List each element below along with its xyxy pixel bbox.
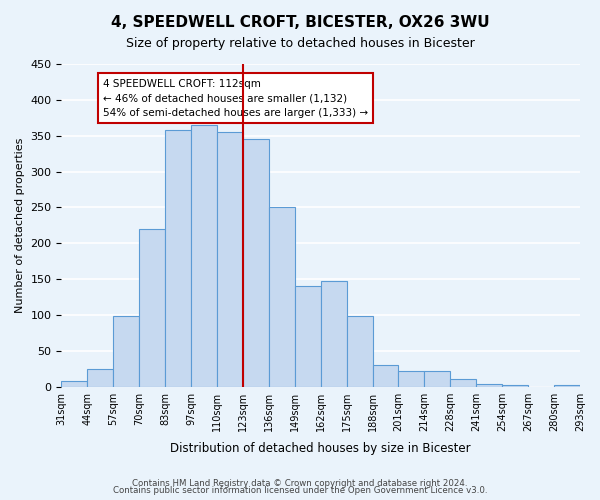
Bar bbox=[191, 125, 217, 386]
Bar bbox=[88, 368, 113, 386]
Bar bbox=[398, 371, 424, 386]
Bar bbox=[502, 385, 528, 386]
Bar bbox=[373, 365, 398, 386]
Bar bbox=[217, 132, 243, 386]
Text: 4, SPEEDWELL CROFT, BICESTER, OX26 3WU: 4, SPEEDWELL CROFT, BICESTER, OX26 3WU bbox=[110, 15, 490, 30]
Bar bbox=[347, 316, 373, 386]
Bar bbox=[165, 130, 191, 386]
Text: Contains public sector information licensed under the Open Government Licence v3: Contains public sector information licen… bbox=[113, 486, 487, 495]
Bar bbox=[113, 316, 139, 386]
Text: 4 SPEEDWELL CROFT: 112sqm
← 46% of detached houses are smaller (1,132)
54% of se: 4 SPEEDWELL CROFT: 112sqm ← 46% of detac… bbox=[103, 78, 368, 118]
Y-axis label: Number of detached properties: Number of detached properties bbox=[15, 138, 25, 313]
Bar bbox=[243, 140, 269, 386]
Bar bbox=[321, 280, 347, 386]
Bar bbox=[269, 208, 295, 386]
Bar bbox=[554, 385, 580, 386]
Bar bbox=[61, 381, 88, 386]
X-axis label: Distribution of detached houses by size in Bicester: Distribution of detached houses by size … bbox=[170, 442, 471, 455]
Bar bbox=[476, 384, 502, 386]
Bar bbox=[424, 371, 451, 386]
Bar bbox=[295, 286, 321, 386]
Text: Size of property relative to detached houses in Bicester: Size of property relative to detached ho… bbox=[125, 38, 475, 51]
Text: Contains HM Land Registry data © Crown copyright and database right 2024.: Contains HM Land Registry data © Crown c… bbox=[132, 478, 468, 488]
Bar bbox=[139, 229, 165, 386]
Bar bbox=[451, 380, 476, 386]
